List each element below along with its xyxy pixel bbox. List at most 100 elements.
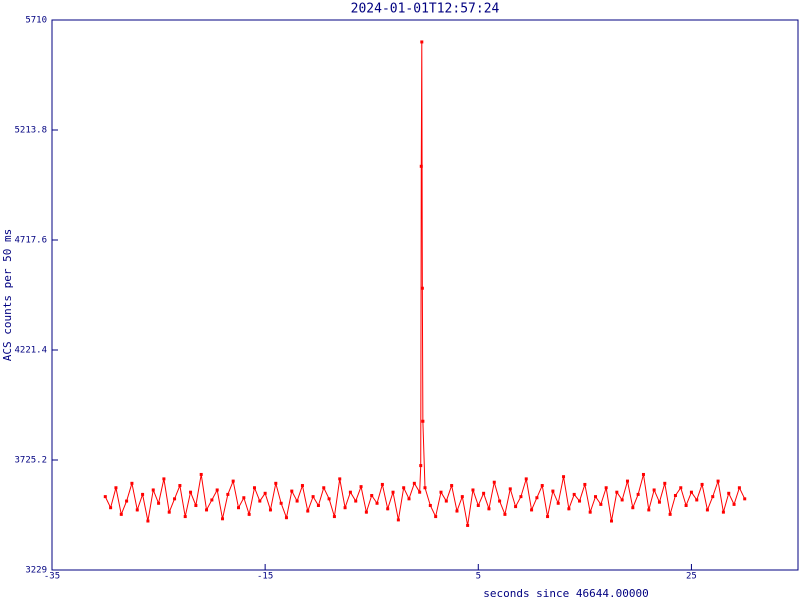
- data-point: [716, 479, 720, 483]
- data-point: [103, 495, 107, 499]
- data-point: [391, 490, 395, 494]
- data-point: [114, 486, 118, 490]
- data-point: [279, 501, 283, 505]
- data-point: [316, 503, 320, 507]
- y-tick-label: 3725.2: [14, 456, 47, 466]
- data-point: [508, 487, 512, 491]
- data-point: [420, 40, 424, 44]
- data-point: [183, 515, 187, 519]
- x-axis-label: seconds since 46644.00000: [483, 587, 649, 600]
- data-point: [455, 509, 459, 513]
- data-point: [604, 486, 608, 490]
- data-point: [663, 481, 667, 485]
- data-line: [104, 41, 746, 526]
- data-point: [668, 512, 672, 516]
- data-point: [141, 492, 145, 496]
- data-point: [412, 481, 416, 485]
- chart-title: 2024-01-01T12:57:24: [351, 2, 500, 17]
- data-point: [354, 499, 358, 503]
- data-point: [380, 482, 384, 486]
- data-point: [242, 496, 246, 500]
- x-tick-label: -15: [257, 572, 273, 582]
- data-point: [540, 484, 544, 488]
- x-tick-label: -35: [44, 572, 60, 582]
- data-point: [167, 510, 171, 514]
- data-point: [673, 494, 677, 498]
- data-point: [460, 495, 464, 499]
- data-point: [178, 484, 182, 488]
- data-point: [572, 492, 576, 496]
- data-point: [119, 512, 123, 516]
- data-point: [407, 497, 411, 501]
- data-point: [711, 495, 715, 499]
- data-point: [471, 488, 475, 492]
- data-point: [332, 515, 336, 519]
- data-point: [567, 507, 571, 511]
- data-point: [135, 508, 139, 512]
- data-point: [421, 419, 425, 423]
- data-point: [743, 497, 747, 501]
- data-point: [583, 482, 587, 486]
- y-tick-label: 5213.8: [14, 126, 47, 136]
- data-point: [396, 518, 400, 522]
- data-point: [210, 498, 214, 502]
- data-point: [402, 486, 406, 490]
- data-point: [647, 508, 651, 512]
- x-tick-label: 5: [476, 572, 481, 582]
- data-point: [519, 495, 523, 499]
- data-point: [322, 486, 326, 490]
- data-point: [466, 523, 470, 527]
- data-point: [444, 499, 448, 503]
- data-point: [641, 472, 645, 476]
- data-point: [226, 492, 230, 496]
- data-point: [450, 484, 454, 488]
- data-point: [423, 486, 427, 490]
- data-point: [428, 503, 432, 507]
- y-tick-label: 4221.4: [14, 346, 47, 356]
- data-point: [530, 508, 534, 512]
- data-point: [221, 517, 225, 521]
- data-point: [562, 475, 566, 479]
- data-point: [364, 510, 368, 514]
- data-point: [348, 490, 352, 494]
- data-point: [386, 507, 390, 511]
- data-point: [578, 499, 582, 503]
- plot-frame: [51, 19, 799, 571]
- data-point: [503, 512, 507, 516]
- data-point: [418, 490, 422, 494]
- data-point: [684, 503, 688, 507]
- data-point: [247, 512, 251, 516]
- data-point: [231, 479, 235, 483]
- data-point: [189, 490, 193, 494]
- x-tick-label: 25: [686, 572, 697, 582]
- data-point: [625, 479, 629, 483]
- data-point: [146, 519, 150, 523]
- data-point: [162, 477, 166, 481]
- y-tick-label: 4717.6: [14, 236, 47, 246]
- data-point: [420, 286, 424, 290]
- data-point: [514, 505, 518, 509]
- data-point: [700, 482, 704, 486]
- data-point: [300, 484, 304, 488]
- data-point: [535, 496, 539, 500]
- data-point: [290, 489, 294, 493]
- data-point: [419, 464, 423, 468]
- data-point: [620, 498, 624, 502]
- data-point: [338, 477, 342, 481]
- data-point: [737, 486, 741, 490]
- data-point: [487, 507, 491, 511]
- data-point: [732, 502, 736, 506]
- data-point: [679, 486, 683, 490]
- data-point: [173, 497, 177, 501]
- data-point: [610, 519, 613, 523]
- data-point: [194, 503, 198, 507]
- data-point: [695, 498, 699, 502]
- data-point: [636, 492, 640, 496]
- y-tick-label: 3229: [25, 566, 47, 576]
- data-point: [492, 480, 496, 484]
- data-point: [109, 506, 113, 510]
- data-point: [125, 499, 129, 503]
- data-point: [615, 490, 619, 494]
- data-point: [370, 494, 374, 498]
